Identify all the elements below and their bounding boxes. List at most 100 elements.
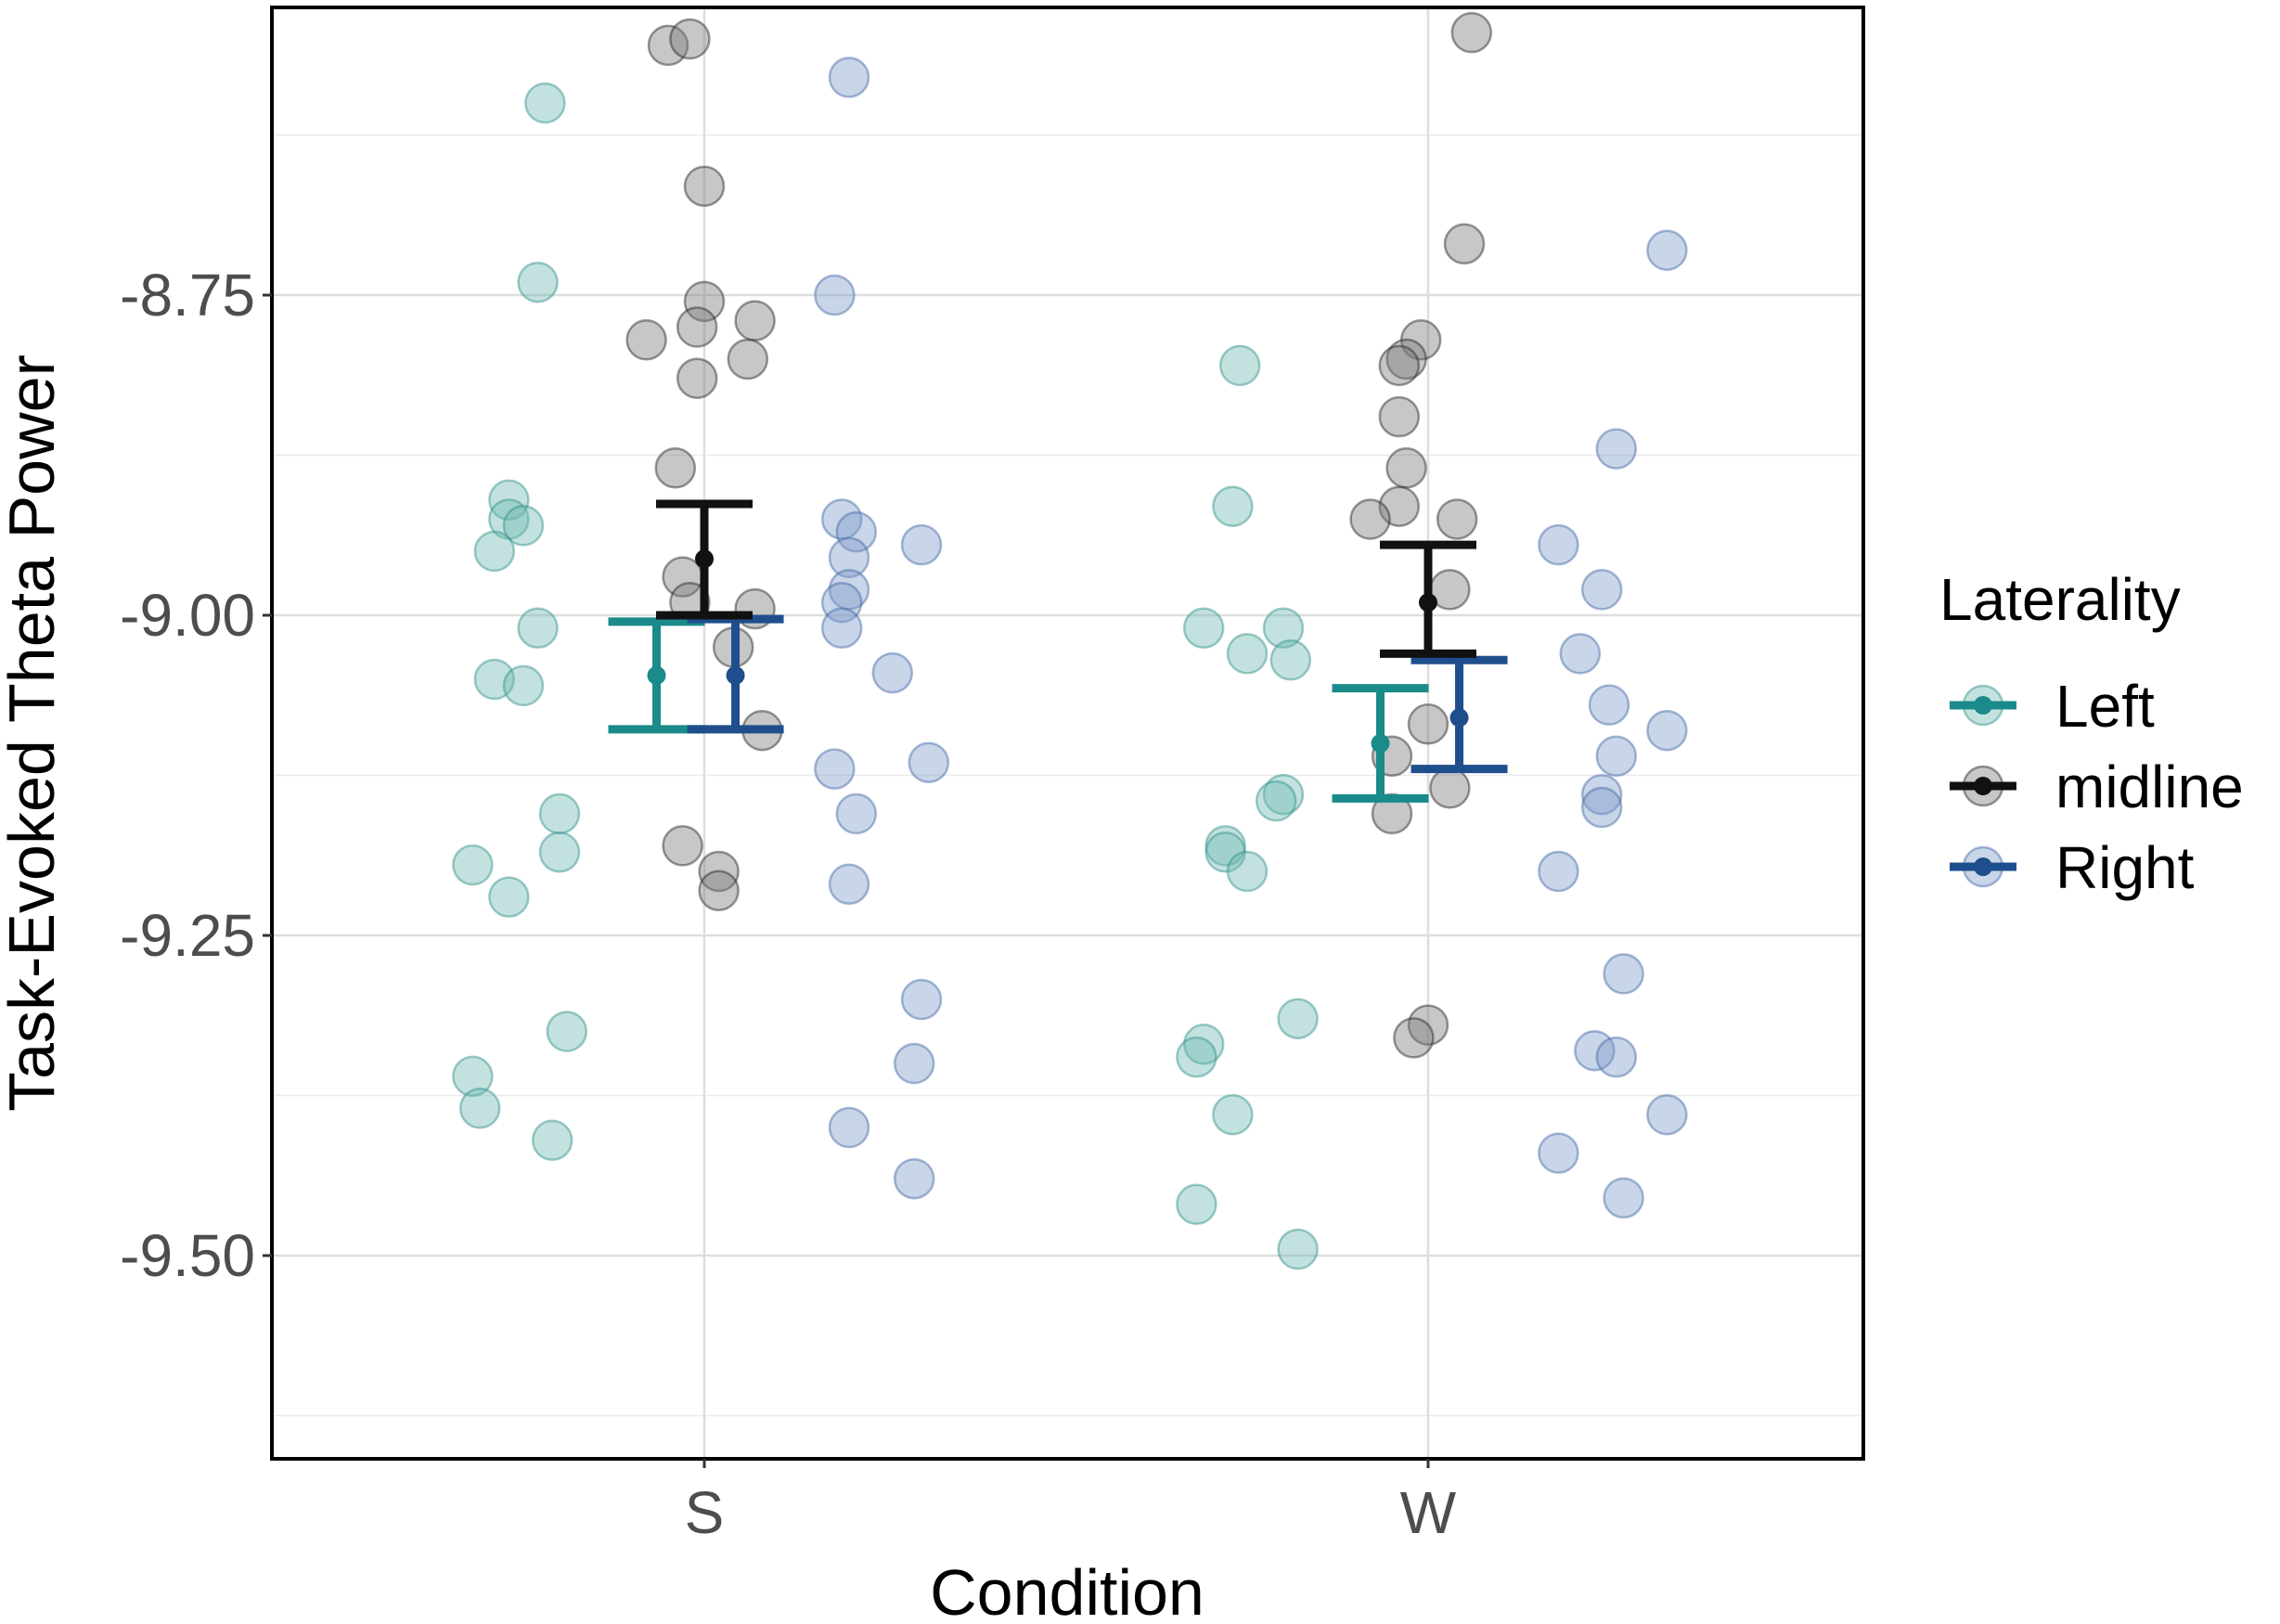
data-point-left <box>524 82 566 124</box>
data-point-right <box>1595 428 1638 470</box>
data-point-left <box>488 498 530 540</box>
data-point-left <box>1204 831 1246 873</box>
data-point-right <box>900 523 943 566</box>
data-point-right <box>1538 1132 1579 1174</box>
mean-point-left <box>647 665 666 685</box>
data-point-left <box>1176 1183 1217 1226</box>
legend-key-mean-midline <box>1974 777 1992 795</box>
grid-lines <box>272 7 1863 1459</box>
legend: Laterality Left midline Right <box>1939 566 2244 901</box>
data-point-right <box>820 498 863 540</box>
data-point-right <box>1538 523 1579 566</box>
data-point-midline <box>669 18 711 60</box>
data-point-right <box>893 1042 935 1085</box>
data-point-right <box>1580 569 1623 611</box>
mean-point-right <box>726 665 745 685</box>
data-point-left <box>473 658 516 701</box>
data-point-midline <box>1429 767 1471 809</box>
data-point-left <box>1255 780 1297 822</box>
legend-label-left: Left <box>2055 673 2155 740</box>
x-tick-label: S <box>685 1479 725 1546</box>
data-point-midline <box>1436 498 1478 540</box>
y-tick-label: -9.00 <box>120 582 255 649</box>
data-point-midline <box>698 870 740 911</box>
data-point-left <box>1269 639 1312 681</box>
data-point-midline <box>676 357 718 399</box>
data-point-left <box>1204 825 1246 867</box>
data-point-midline <box>1399 319 1442 361</box>
data-point-midline <box>1407 1004 1449 1046</box>
y-tick-label: -9.50 <box>120 1222 255 1289</box>
legend-key-mean-right <box>1974 857 1992 876</box>
data-point-right <box>1595 1036 1638 1078</box>
data-point-left <box>1226 850 1269 893</box>
data-point-midline <box>683 280 726 323</box>
data-point-right <box>835 793 878 835</box>
data-point-left <box>502 505 545 547</box>
data-point-midline <box>734 300 776 342</box>
mean-point-right <box>1449 708 1469 728</box>
data-point-midline <box>662 825 703 867</box>
data-point-left <box>458 1088 501 1129</box>
data-point-left <box>452 1055 494 1098</box>
legend-key-mean-left <box>1974 696 1992 715</box>
mean-point-midline <box>1419 593 1437 612</box>
legend-label-midline: midline <box>2055 754 2244 820</box>
x-tick-label: W <box>1400 1479 1457 1546</box>
data-point-right <box>835 511 878 553</box>
data-point-right <box>1646 709 1688 752</box>
data-point-right <box>900 978 943 1021</box>
data-point-left <box>1212 1093 1254 1136</box>
data-point-right <box>1646 1093 1688 1136</box>
data-point-right <box>1559 633 1602 675</box>
data-point-left <box>517 261 559 303</box>
y-tick-label: -9.25 <box>120 902 255 969</box>
data-point-right <box>820 581 863 624</box>
data-point-left <box>531 1119 573 1162</box>
data-point-left <box>1277 998 1319 1039</box>
data-point-right <box>1588 684 1630 726</box>
data-point-midline <box>1378 485 1421 527</box>
data-point-right <box>1580 773 1623 816</box>
data-point-midline <box>1385 447 1427 489</box>
data-point-midline <box>647 24 689 67</box>
data-point-midline <box>654 447 697 489</box>
legend-title: Laterality <box>1939 566 2181 633</box>
data-point-right <box>1595 735 1638 778</box>
data-point-right <box>1603 953 1644 995</box>
data-point-midline <box>1450 11 1493 54</box>
legend-label-right: Right <box>2055 834 2195 901</box>
x-axis-title: Condition <box>930 1556 1204 1624</box>
data-point-left <box>517 607 559 650</box>
data-point-left <box>1218 344 1261 387</box>
data-point-left <box>1262 773 1305 816</box>
y-axis-title: Task-Evoked Theta Power <box>0 354 68 1112</box>
data-point-midline <box>1393 1017 1435 1059</box>
data-point-left <box>452 844 494 886</box>
data-point-left <box>546 1011 588 1052</box>
plot-panel-border <box>270 6 1865 1461</box>
data-point-right <box>814 274 856 316</box>
data-point-right <box>1538 850 1579 893</box>
data-point-right <box>871 651 914 694</box>
data-point-right <box>1646 229 1688 271</box>
mean-point-midline <box>695 549 714 569</box>
data-point-left <box>1277 1228 1319 1270</box>
data-points <box>452 11 1688 1270</box>
data-point-left <box>488 876 530 918</box>
data-point-midline <box>1349 498 1391 540</box>
data-point-midline <box>1407 703 1449 745</box>
data-point-right <box>828 1106 870 1149</box>
data-point-left <box>1182 1024 1225 1065</box>
data-point-midline <box>676 306 718 348</box>
data-point-right <box>828 569 870 611</box>
data-point-midline <box>1385 338 1427 380</box>
data-point-right <box>820 607 863 650</box>
data-point-midline <box>1378 344 1421 387</box>
data-point-left <box>488 479 530 522</box>
data-point-right <box>908 741 950 783</box>
mean-errorbars <box>608 499 1508 803</box>
data-point-midline <box>1378 395 1421 438</box>
y-tick-label: -8.75 <box>120 262 255 329</box>
data-point-right <box>828 536 870 579</box>
